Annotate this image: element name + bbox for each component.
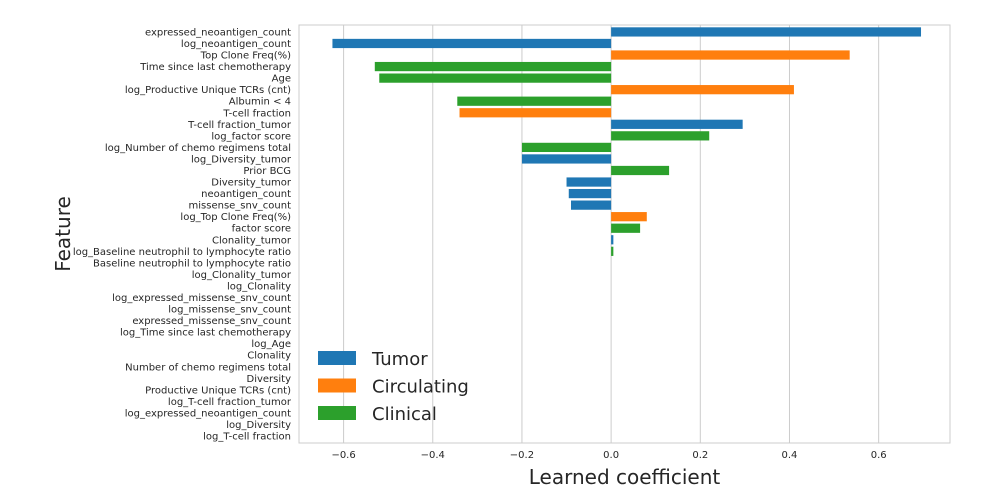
gridlines — [343, 25, 880, 443]
feature-label: Diversity — [247, 374, 292, 385]
feature-label: log_T-cell fraction_tumor — [168, 397, 292, 408]
feature-label: Clonality_tumor — [212, 235, 292, 246]
legend-label: Clinical — [372, 404, 437, 425]
feature-label: Prior BCG — [243, 166, 291, 177]
feature-label: log_Clonality — [227, 281, 291, 292]
bar — [611, 165, 670, 176]
feature-label: Number of chemo regimens total — [125, 362, 291, 373]
bar — [611, 246, 614, 256]
feature-label: Albumin < 4 — [229, 97, 291, 108]
x-axis-title: Learned coefficient — [529, 465, 721, 489]
feature-label: factor score — [232, 224, 291, 235]
bar — [611, 27, 922, 37]
legend: Tumor Circulating Clinical — [318, 349, 469, 425]
feature-label: T-cell fraction — [222, 108, 291, 119]
feature-label: Time since last chemotherapy — [139, 62, 291, 73]
feature-label: log_neoantigen_count — [181, 39, 291, 50]
x-tick-labels: −0.6 −0.4 −0.2 0.0 0.2 0.4 0.6 — [331, 450, 886, 461]
bar — [611, 235, 614, 245]
feature-label: log_Age — [251, 339, 291, 350]
feature-label: Diversity_tumor — [211, 178, 292, 189]
bar — [611, 50, 850, 60]
feature-label: log_Number of chemo regimens total — [105, 143, 291, 154]
bar — [611, 119, 743, 129]
feature-label: log_expressed_neoantigen_count — [125, 408, 291, 419]
feature-label: log_missense_snv_count — [168, 305, 291, 316]
x-tick-label: −0.2 — [510, 450, 534, 461]
bar — [611, 85, 794, 95]
bar — [459, 108, 612, 118]
feature-label: T-cell fraction_tumor — [187, 120, 292, 131]
bar — [611, 223, 641, 233]
plot-area — [298, 24, 951, 444]
feature-label: log_expressed_missense_snv_count — [112, 293, 291, 304]
feature-label: log_Time since last chemotherapy — [120, 328, 291, 339]
bar — [379, 73, 612, 83]
feature-label: log_Clonality_tumor — [192, 270, 292, 281]
x-tick-label: 0.4 — [782, 450, 798, 461]
legend-swatch — [318, 378, 356, 393]
feature-label: Productive Unique TCRs (cnt) — [145, 385, 291, 396]
x-tick-label: −0.4 — [421, 450, 445, 461]
legend-label: Circulating — [372, 377, 469, 398]
feature-label: Baseline neutrophil to lymphocyte ratio — [93, 258, 291, 269]
feature-label: log_Baseline neutrophil to lymphocyte ra… — [73, 247, 291, 258]
feature-label: neoantigen_count — [201, 189, 291, 200]
feature-label: log_Top Clone Freq(%) — [180, 212, 291, 223]
feature-label: log_Diversity_tumor — [191, 154, 292, 165]
bar — [332, 38, 612, 49]
feature-label: expressed_neoantigen_count — [145, 27, 291, 38]
bar — [611, 212, 647, 222]
legend-label: Tumor — [371, 349, 428, 370]
bar — [457, 96, 612, 106]
bar — [611, 131, 710, 141]
feature-label: log_T-cell fraction — [203, 432, 291, 443]
bar — [521, 154, 612, 164]
bar — [374, 61, 612, 72]
bars — [332, 27, 922, 256]
legend-swatch — [318, 406, 356, 420]
feature-label: Top Clone Freq(%) — [200, 51, 291, 62]
bar — [521, 142, 612, 153]
feature-label: log_Productive Unique TCRs (cnt) — [125, 85, 291, 96]
bar — [566, 177, 612, 187]
feature-label: log_factor score — [211, 131, 291, 142]
legend-swatch — [318, 351, 356, 365]
bar — [570, 200, 612, 210]
feature-label: Age — [272, 74, 291, 85]
y-axis-title: Feature — [51, 196, 75, 272]
x-tick-label: 0.2 — [692, 450, 708, 461]
feature-label: Clonality — [247, 351, 291, 362]
feature-label: log_Diversity — [226, 420, 291, 431]
feature-label: missense_snv_count — [189, 201, 292, 212]
feature-label: expressed_missense_snv_count — [132, 316, 291, 327]
x-tick-label: 0.0 — [603, 450, 619, 461]
x-tick-label: −0.6 — [331, 450, 355, 461]
x-tick-label: 0.6 — [871, 450, 887, 461]
bar — [568, 188, 612, 199]
feature-labels: expressed_neoantigen_countlog_neoantigen… — [73, 27, 292, 442]
